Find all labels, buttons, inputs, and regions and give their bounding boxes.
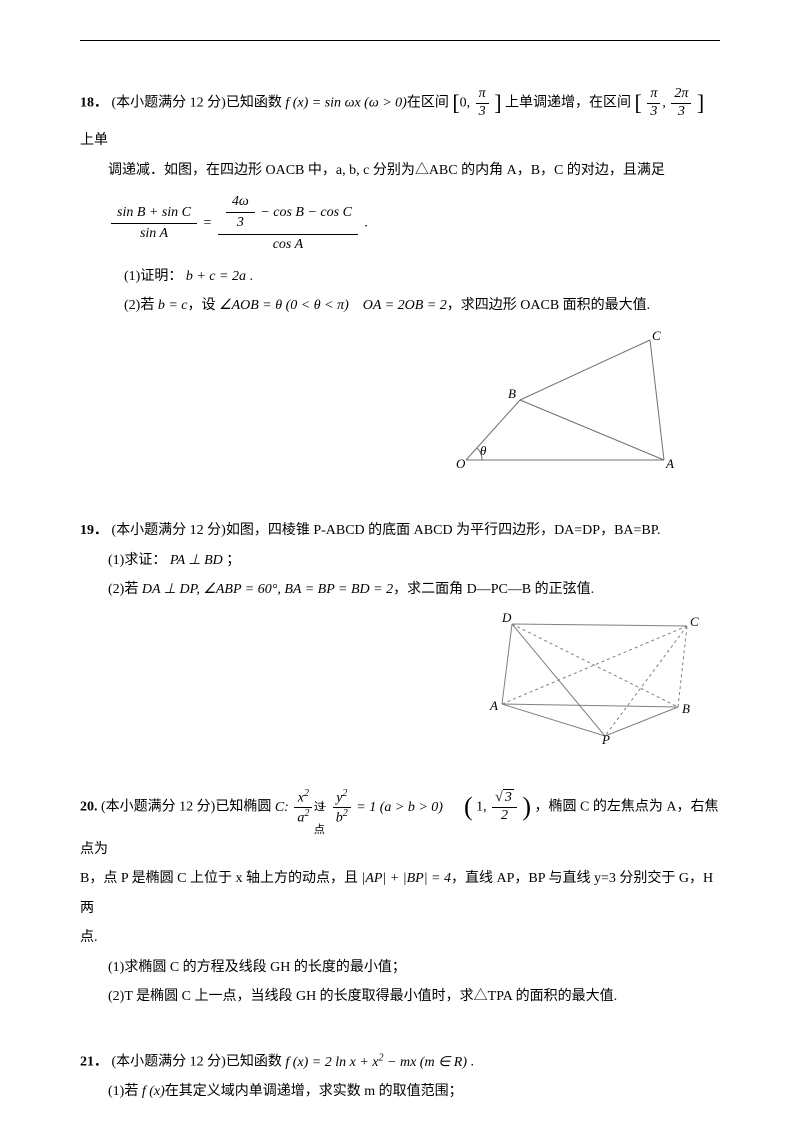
- p20-point-y: √32: [492, 790, 517, 825]
- p20-number: 20.: [80, 800, 101, 815]
- pyramid-pabcd-diagram: A B C D P: [480, 604, 700, 744]
- p20-line2c: 点.: [80, 923, 720, 952]
- p18-pi3: π3: [476, 86, 489, 121]
- problem-20: 20. (本小题满分 12 分)已知椭圆 C: x2a2 过点+ y2b2 = …: [80, 780, 720, 1011]
- svg-text:O: O: [456, 456, 466, 471]
- p18-sub1: (1)证明： b + c = 2a .: [80, 262, 720, 291]
- svg-text:D: D: [501, 610, 512, 625]
- problem-21: 21． (本小题满分 12 分)已知函数 f (x) = 2 ln x + x2…: [80, 1047, 720, 1106]
- p18-intro-d: 上单: [80, 133, 108, 148]
- p19-points: (本小题满分 12 分): [112, 523, 226, 538]
- p19-sub2: (2)若 DA ⊥ DP, ∠ABP = 60°, BA = BP = BD =…: [80, 575, 720, 604]
- header-rule: [80, 40, 720, 41]
- p18-2pi3: 2π3: [671, 86, 691, 121]
- p20-points: (本小题满分 12 分): [101, 800, 215, 815]
- p18-rhs: 4ω3 − cos B − cos C cos A: [218, 191, 358, 256]
- p18-points: (本小题满分 12 分): [112, 95, 226, 110]
- quad-oacb-diagram: O A B C θ: [450, 330, 680, 480]
- svg-text:C: C: [690, 614, 699, 629]
- p21-points: (本小题满分 12 分): [112, 1055, 226, 1070]
- svg-text:P: P: [601, 732, 610, 744]
- problem-19: 19． (本小题满分 12 分)如图，四棱锥 P-ABCD 的底面 ABCD 为…: [80, 516, 720, 744]
- p18-sub2: (2)若 b = c，设 ∠AOB = θ (0 < θ < π) OA = 2…: [80, 291, 720, 320]
- p18-intro-c: 上单调递增，在区间: [505, 95, 631, 110]
- svg-text:B: B: [682, 701, 690, 716]
- p21-func: f (x) = 2 ln x + x2 − mx (m ∈ R): [285, 1055, 467, 1070]
- p20-sub1: (1)求椭圆 C 的方程及线段 GH 的长度的最小值；: [80, 953, 720, 982]
- p19-number: 19．: [80, 523, 108, 538]
- svg-text:θ: θ: [480, 443, 487, 458]
- p18-sub2-cond3: OA = 2OB = 2: [363, 298, 447, 313]
- p21-sub1: (1)若 f (x)在其定义域内单调递增，求实数 m 的取值范围；: [80, 1077, 720, 1106]
- svg-text:A: A: [665, 456, 674, 471]
- svg-text:A: A: [489, 698, 498, 713]
- p19-intro: 如图，四棱锥 P-ABCD 的底面 ABCD 为平行四边形，DA=DP，BA=B…: [226, 523, 661, 538]
- p18-number: 18．: [80, 95, 108, 110]
- p20-apbp: |AP| + |BP| = 4: [361, 871, 451, 886]
- p18-equation: sin B + sin C sin A = 4ω3 − cos B − cos …: [80, 191, 720, 256]
- svg-text:B: B: [508, 386, 516, 401]
- p18-pi3b: π3: [647, 86, 660, 121]
- p18-intro-a: 已知函数: [226, 95, 282, 110]
- p18-figure: O A B C θ: [450, 330, 680, 480]
- problem-18: 18． (本小题满分 12 分)已知函数 f (x) = sin ωx (ω >…: [80, 80, 720, 480]
- p19-sub2-cond: DA ⊥ DP, ∠ABP = 60°, BA = BP = BD = 2: [142, 582, 393, 597]
- p19-figure: A B C D P: [480, 604, 700, 744]
- p18-sub2-cond2: ∠AOB = θ (0 < θ < π): [219, 298, 349, 313]
- p18-func: f (x) = sin ωx (ω > 0): [285, 95, 407, 110]
- p18-lhs: sin B + sin C sin A: [111, 203, 197, 244]
- page-content: 18． (本小题满分 12 分)已知函数 f (x) = sin ωx (ω >…: [80, 80, 720, 1107]
- p18-line2: 调递减．如图，在四边形 OACB 中，a, b, c 分别为△ABC 的内角 A…: [80, 156, 720, 185]
- p19-sub1: (1)求证： PA ⊥ BD ；: [80, 546, 720, 575]
- p20-ellipse: C: x2a2 过点+ y2b2 = 1 (a > b > 0): [275, 800, 447, 815]
- p20-line2: B，点 P 是椭圆 C 上位于 x 轴上方的动点，且 |AP| + |BP| =…: [80, 864, 720, 923]
- p20-sub2: (2)T 是椭圆 C 上一点，当线段 GH 的长度取得最小值时，求△TPA 的面…: [80, 982, 720, 1011]
- p21-number: 21．: [80, 1055, 108, 1070]
- p18-intro-b: 在区间: [407, 95, 449, 110]
- svg-text:C: C: [652, 330, 661, 343]
- p18-sub1-eq: b + c = 2a: [186, 269, 246, 284]
- p18-interval1: [: [452, 80, 459, 126]
